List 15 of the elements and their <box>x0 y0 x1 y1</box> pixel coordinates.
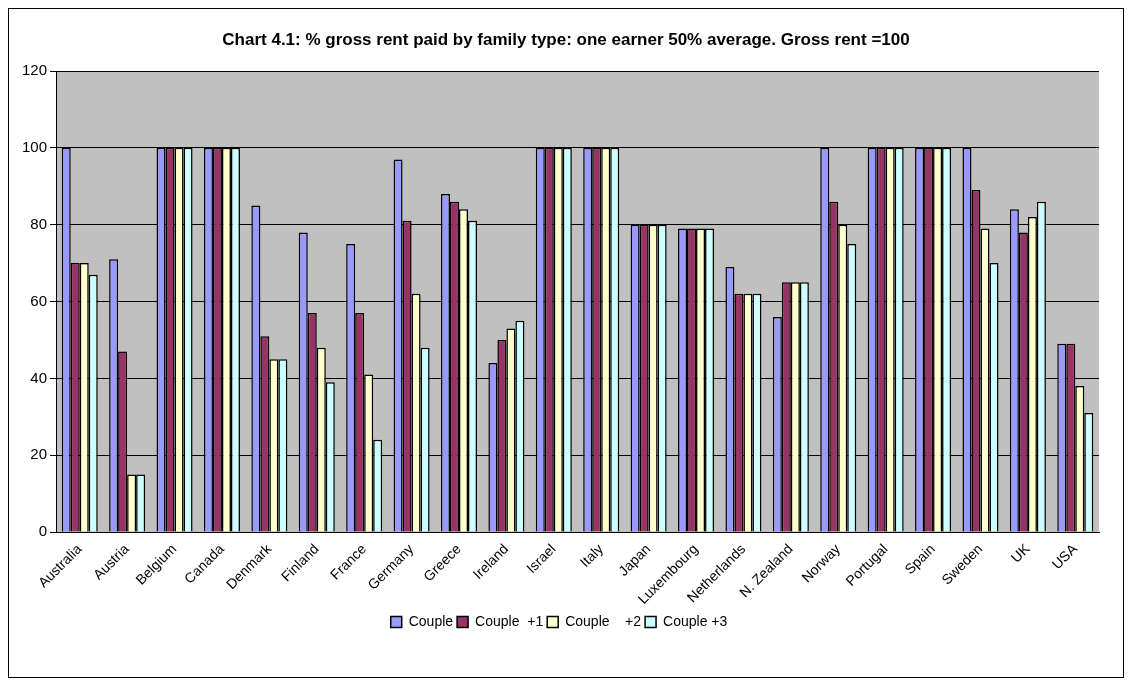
x-tick-label: UK <box>1007 540 1034 566</box>
y-tick-label: 40 <box>30 368 48 386</box>
legend-label: Couple +1 <box>475 612 544 629</box>
y-tick-label: 60 <box>30 291 48 309</box>
y-tick-label: 120 <box>22 61 48 79</box>
legend-label: Couple +3 <box>663 612 728 629</box>
y-tick-label: 0 <box>38 522 48 540</box>
y-tick-label: 20 <box>30 445 48 463</box>
x-tick-label: Italy <box>576 540 607 571</box>
chart-title: Chart 4.1: % gross rent paid by family type: one earner 50% average. Gross rent =100 <box>221 29 911 51</box>
legend-label: Couple +2 <box>565 612 642 629</box>
legend-label: Couple <box>408 612 454 629</box>
x-tick-label: USA <box>1048 540 1081 573</box>
y-tick-label: 80 <box>30 214 48 232</box>
y-tick-label: 100 <box>22 137 48 155</box>
